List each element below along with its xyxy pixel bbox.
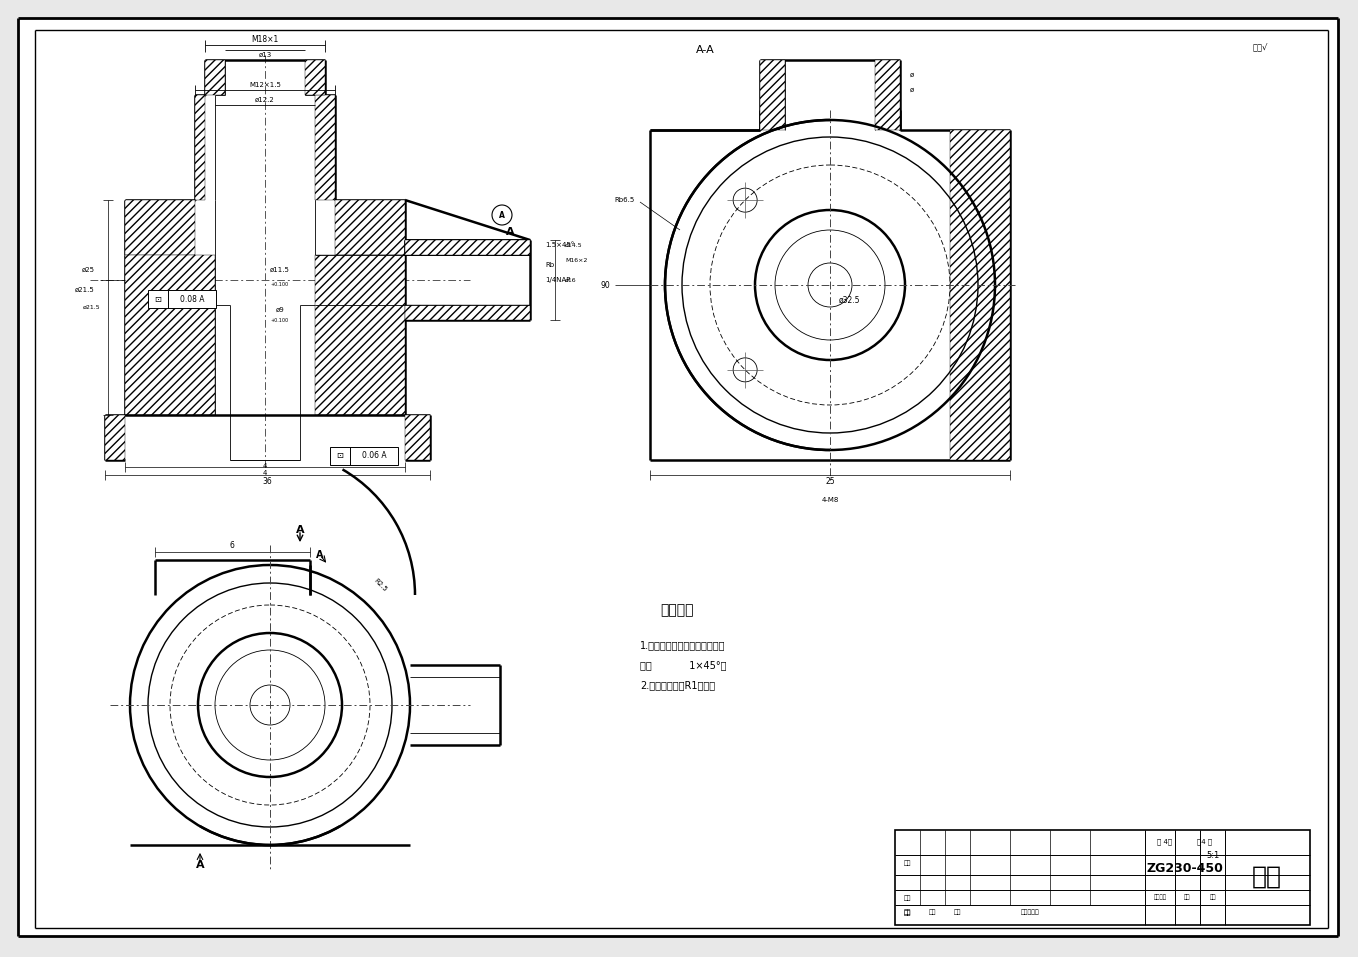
Text: 1.5×45°: 1.5×45° [545,242,574,248]
Text: R2.5: R2.5 [372,577,387,592]
Text: +0.100: +0.100 [272,282,289,287]
Text: A: A [316,550,323,560]
Text: 审核: 审核 [903,895,911,901]
Text: 更改文件号: 更改文件号 [1021,909,1039,915]
Text: 阶段标记: 阶段标记 [1153,894,1167,900]
Text: ø16: ø16 [565,278,577,282]
Text: 0.08 A: 0.08 A [179,295,204,303]
Bar [196,95,205,200]
Text: 力。            1×45°。: 力。 1×45°。 [640,660,727,670]
Text: 重量: 重量 [1184,894,1190,900]
Text: +0.100: +0.100 [272,318,289,323]
Bar [405,415,430,460]
Text: ⊡: ⊡ [337,452,344,460]
Bar [125,255,215,415]
Text: 阀体: 阀体 [1252,865,1282,889]
Bar [148,290,216,308]
Text: 25: 25 [826,478,835,486]
Text: 1/4NAP: 1/4NAP [545,277,570,283]
Text: ø9: ø9 [276,307,284,313]
Bar [105,415,125,460]
Text: 36: 36 [262,478,272,486]
Text: 4-M8: 4-M8 [822,497,839,503]
Text: ø12.2: ø12.2 [255,97,274,103]
Text: 4: 4 [263,470,268,476]
Bar [951,130,1010,460]
Text: 第4 张: 第4 张 [1198,838,1213,845]
Text: M16×2: M16×2 [565,257,588,262]
Text: ZG230-450: ZG230-450 [1146,861,1224,875]
Text: M18×1: M18×1 [251,35,278,44]
Text: 标记: 标记 [903,909,911,915]
Bar [405,240,530,255]
Text: 6: 6 [230,541,235,549]
Bar [405,305,530,320]
Text: 1.铸件应经时效处理，消除内应: 1.铸件应经时效处理，消除内应 [640,640,725,650]
Bar [315,255,405,415]
Text: 技术要求: 技术要求 [660,603,694,617]
Bar [315,95,335,200]
Text: Rb: Rb [545,262,554,268]
Text: ø11.5: ø11.5 [270,267,291,273]
Bar [306,60,325,95]
Text: 4: 4 [263,463,268,469]
Bar [760,60,785,130]
Bar [205,60,225,95]
Text: ø14.5: ø14.5 [565,242,583,248]
Bar [335,200,405,255]
Text: ø: ø [910,87,914,93]
Text: Rb6.5: Rb6.5 [615,197,636,203]
Text: 分区: 分区 [953,909,960,915]
Polygon shape [405,240,530,255]
Bar [875,60,900,130]
Bar [895,830,1310,925]
Text: ø13: ø13 [258,52,272,58]
Text: ø21.5: ø21.5 [83,304,100,309]
Text: A: A [196,860,204,870]
Text: A: A [498,211,505,219]
Text: ø25: ø25 [81,267,95,273]
Text: ⊡: ⊡ [155,295,162,303]
Text: ø32.5: ø32.5 [839,296,861,304]
Text: A: A [505,227,515,237]
Text: M12×1.5: M12×1.5 [249,82,281,88]
Text: 工艺: 工艺 [903,860,911,866]
Text: A: A [296,525,304,535]
Bar [125,200,196,255]
Text: 处数: 处数 [929,909,936,915]
Text: 2.未注转迹圆角R1、导角: 2.未注转迹圆角R1、导角 [640,680,716,690]
Text: 设计: 设计 [903,910,911,916]
Text: 比例: 比例 [1210,894,1217,900]
Text: ø: ø [910,72,914,78]
Bar [330,447,398,465]
Text: 0.06 A: 0.06 A [361,452,386,460]
Text: 共 4张: 共 4张 [1157,838,1172,845]
Text: ø21.5: ø21.5 [75,287,95,293]
Text: A-A: A-A [695,45,714,55]
Text: 5:1: 5:1 [1206,851,1219,859]
Text: 未去√: 未去√ [1252,43,1267,53]
Text: 90: 90 [600,280,610,290]
